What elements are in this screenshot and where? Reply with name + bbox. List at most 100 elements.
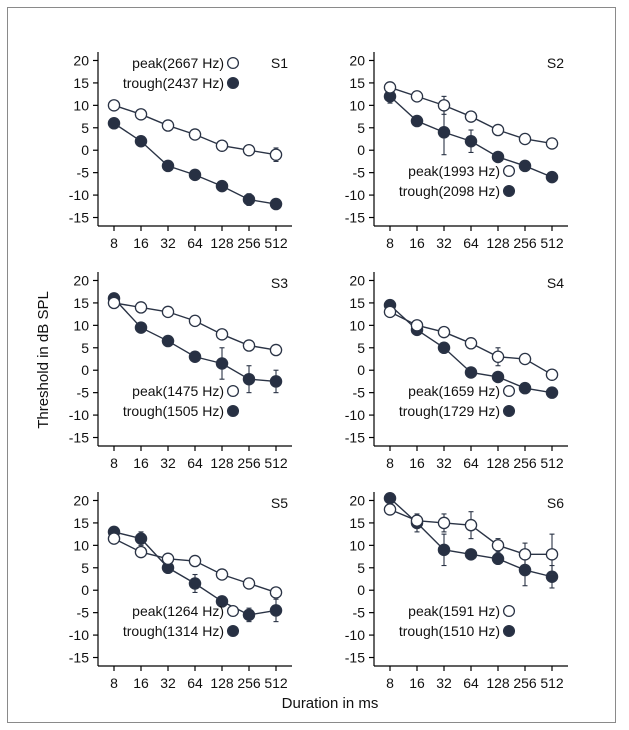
x-tick-label: 256 <box>237 455 261 471</box>
legend-marker-filled <box>226 76 240 90</box>
data-point-open <box>491 539 505 552</box>
x-tick-label: 16 <box>409 675 425 691</box>
data-point-open <box>134 301 148 314</box>
data-point-filled <box>464 548 478 561</box>
data-point-open <box>518 352 532 366</box>
data-point-filled <box>242 193 256 206</box>
legend-marker-open <box>226 56 240 70</box>
data-point-open <box>383 305 397 319</box>
data-point-filled <box>161 159 175 173</box>
data-point-open <box>545 548 559 561</box>
data-point-filled <box>188 577 202 590</box>
data-point-filled <box>269 375 283 388</box>
data-point-open <box>269 586 283 599</box>
data-point-open <box>410 319 424 332</box>
x-tick-label: 512 <box>540 675 564 691</box>
data-point-open <box>383 503 397 516</box>
legend-label: peak(1993 Hz) <box>408 163 500 179</box>
data-point-open <box>242 339 256 352</box>
panel-s1: 20 15 10 5 0 -5 -10 -15 8 16 32 64 128 256 512 S1 peak(2… <box>69 52 292 251</box>
x-tick-label: 16 <box>409 455 425 471</box>
x-axis-title: Duration in ms <box>282 695 379 712</box>
x-tick-label: 16 <box>133 675 149 691</box>
x-tick-label: 128 <box>486 235 510 251</box>
panel-title: S3 <box>271 275 288 291</box>
legend-marker-open <box>226 604 240 618</box>
data-point-filled <box>242 372 256 386</box>
data-point-open <box>437 99 451 112</box>
data-point-filled <box>215 595 229 608</box>
y-tick-label: 15 <box>73 295 89 311</box>
data-point-filled <box>518 159 532 173</box>
y-tick-label: 5 <box>357 340 365 356</box>
x-tick-label: 256 <box>513 455 537 471</box>
legend-marker-filled <box>226 624 240 638</box>
panel-s3: 20 15 10 5 0 -5 -10 -15 8 16 32 64 128 256 512 S3 peak(1… <box>69 272 292 471</box>
data-point-open <box>215 568 229 581</box>
x-tick-label: 8 <box>386 675 394 691</box>
x-tick-label: 8 <box>386 235 394 251</box>
data-point-open <box>464 518 478 532</box>
y-tick-label: -15 <box>69 430 89 446</box>
y-tick-label: 15 <box>73 75 89 91</box>
legend-marker-open <box>502 604 516 618</box>
x-tick-label: 32 <box>436 675 452 691</box>
panel-title: S5 <box>271 495 288 511</box>
data-point-open <box>161 119 175 132</box>
data-point-filled <box>134 532 148 545</box>
legend-label: trough(2098 Hz) <box>399 183 500 199</box>
y-tick-label: -15 <box>69 210 89 226</box>
data-point-filled <box>464 134 478 148</box>
y-tick-label: 20 <box>73 492 89 508</box>
x-tick-label: 64 <box>187 455 203 471</box>
y-tick-label: -5 <box>353 385 366 401</box>
data-point-filled <box>161 334 175 348</box>
y-tick-label: 10 <box>349 317 365 333</box>
x-tick-label: 512 <box>264 675 288 691</box>
x-tick-label: 16 <box>133 455 149 471</box>
y-tick-label: 0 <box>81 362 89 378</box>
data-point-filled <box>491 552 505 566</box>
legend-label: peak(1475 Hz) <box>132 383 224 399</box>
panel-title: S4 <box>547 275 564 291</box>
panel-title: S1 <box>271 55 288 71</box>
data-point-filled <box>269 197 283 211</box>
x-tick-label: 16 <box>409 235 425 251</box>
panel-title: S2 <box>547 55 564 71</box>
y-axis-title: Threshold in dB SPL <box>35 291 52 429</box>
y-tick-label: 10 <box>73 317 89 333</box>
x-tick-label: 8 <box>110 235 118 251</box>
y-tick-label: 20 <box>349 272 365 288</box>
data-point-open <box>269 343 283 357</box>
data-point-open <box>188 314 202 328</box>
y-tick-label: -15 <box>345 650 365 666</box>
x-tick-label: 32 <box>160 455 176 471</box>
data-point-open <box>242 143 256 157</box>
x-tick-label: 256 <box>513 235 537 251</box>
data-point-filled <box>491 370 505 384</box>
legend-marker-open <box>226 384 240 398</box>
data-point-open <box>518 548 532 561</box>
legend-marker-filled <box>502 184 516 198</box>
data-point-filled <box>383 491 397 505</box>
y-tick-label: 20 <box>349 492 365 508</box>
legend-label: peak(1591 Hz) <box>408 603 500 619</box>
data-point-open <box>161 552 175 566</box>
data-point-filled <box>269 604 283 617</box>
y-tick-label: 0 <box>357 362 365 378</box>
data-point-filled <box>518 563 532 577</box>
x-tick-label: 512 <box>540 235 564 251</box>
data-point-open <box>107 296 121 310</box>
data-point-open <box>383 81 397 94</box>
x-tick-label: 256 <box>237 235 261 251</box>
x-tick-label: 256 <box>237 675 261 691</box>
y-tick-label: -5 <box>77 165 90 181</box>
data-point-open <box>491 350 505 364</box>
data-point-open <box>134 545 148 559</box>
y-tick-label: 10 <box>73 97 89 113</box>
y-tick-label: 15 <box>73 515 89 531</box>
y-tick-label: -10 <box>69 627 89 643</box>
x-tick-label: 128 <box>210 675 234 691</box>
y-tick-label: -10 <box>69 407 89 423</box>
x-tick-label: 128 <box>486 675 510 691</box>
